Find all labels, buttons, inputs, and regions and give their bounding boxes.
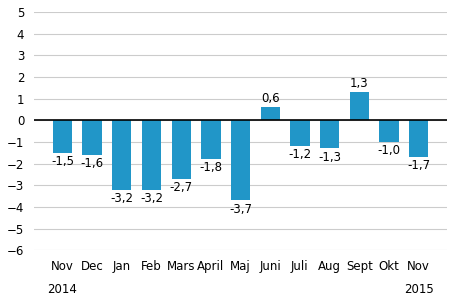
Text: 2014: 2014	[48, 283, 77, 296]
Text: 1,3: 1,3	[350, 77, 369, 90]
Bar	[142, 120, 161, 190]
Text: -1,3: -1,3	[318, 151, 341, 164]
Bar	[83, 120, 102, 155]
Bar	[172, 120, 191, 179]
Bar	[53, 120, 72, 153]
Text: -3,2: -3,2	[110, 192, 133, 205]
Text: -3,2: -3,2	[140, 192, 163, 205]
Bar	[261, 107, 280, 120]
Bar	[290, 120, 310, 146]
Bar	[350, 92, 369, 120]
Text: -1,0: -1,0	[377, 144, 400, 157]
Text: 0,6: 0,6	[261, 92, 280, 105]
Text: -1,8: -1,8	[199, 162, 222, 175]
Bar	[201, 120, 221, 159]
Bar	[409, 120, 428, 157]
Text: -1,5: -1,5	[51, 155, 74, 168]
Bar	[379, 120, 399, 142]
Bar	[112, 120, 132, 190]
Text: -3,7: -3,7	[229, 203, 252, 216]
Text: -1,2: -1,2	[288, 149, 311, 162]
Text: 2015: 2015	[404, 283, 434, 296]
Text: -1,6: -1,6	[80, 157, 104, 170]
Text: -1,7: -1,7	[407, 159, 430, 172]
Bar	[320, 120, 339, 149]
Bar	[231, 120, 250, 201]
Text: -2,7: -2,7	[170, 181, 193, 194]
